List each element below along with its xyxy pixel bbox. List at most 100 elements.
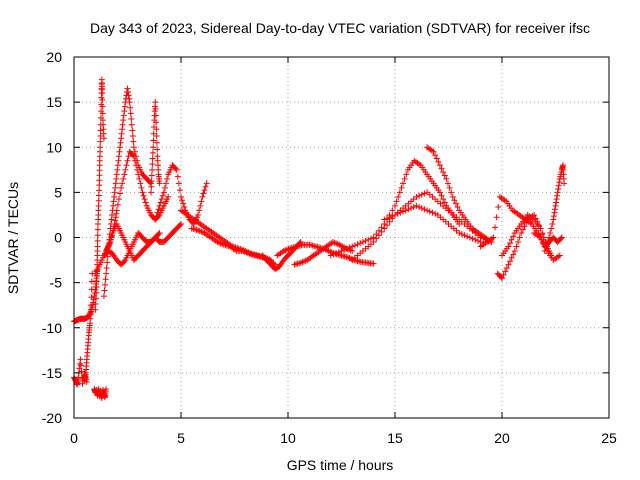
y-axis-label: SDTVAR / TECUs xyxy=(5,182,21,294)
data-point xyxy=(111,193,118,200)
data-point xyxy=(100,135,107,142)
data-point xyxy=(438,192,445,199)
data-point xyxy=(466,234,473,241)
data-point xyxy=(178,193,184,200)
data-point xyxy=(92,306,99,313)
data-point xyxy=(554,192,561,199)
data-point xyxy=(429,209,436,216)
data-point xyxy=(203,180,210,187)
data-point xyxy=(553,196,560,203)
x-axis-label: GPS time / hours xyxy=(287,457,394,473)
series-rise-13-17 xyxy=(349,189,495,264)
data-point xyxy=(201,187,208,194)
data-points xyxy=(71,76,568,402)
series-vertical-spike xyxy=(92,76,107,313)
series-spike-rise xyxy=(81,270,96,384)
data-point xyxy=(474,237,481,244)
y-tick-label: 20 xyxy=(46,49,62,65)
data-point xyxy=(176,187,183,194)
data-point xyxy=(149,161,156,168)
data-point xyxy=(403,171,410,178)
data-point xyxy=(108,211,115,218)
data-point xyxy=(79,380,86,387)
data-point xyxy=(335,249,342,256)
data-point xyxy=(373,235,380,242)
data-point xyxy=(432,152,439,159)
data-point xyxy=(357,240,364,247)
data-point xyxy=(112,214,119,221)
data-point xyxy=(121,258,128,265)
data-point xyxy=(99,90,106,97)
data-point xyxy=(418,205,425,212)
data-point xyxy=(505,243,512,250)
data-point xyxy=(123,162,130,169)
data-point xyxy=(513,243,520,250)
data-point xyxy=(93,278,100,285)
data-point xyxy=(138,184,145,191)
data-point xyxy=(103,264,110,271)
y-tick-label: 0 xyxy=(54,230,62,246)
data-point xyxy=(180,200,187,207)
data-point xyxy=(365,236,372,243)
data-point xyxy=(440,169,447,176)
data-point xyxy=(441,199,448,206)
data-point xyxy=(94,237,101,244)
data-point xyxy=(161,184,168,191)
data-point xyxy=(127,104,134,111)
data-point xyxy=(499,275,505,282)
data-point xyxy=(448,189,455,196)
data-point xyxy=(346,244,353,251)
data-point xyxy=(152,99,159,106)
data-point xyxy=(92,295,99,302)
data-point xyxy=(163,180,170,187)
data-point xyxy=(440,196,447,203)
data-point xyxy=(424,207,431,214)
data-point xyxy=(354,241,361,248)
x-tick-labels: 0 5 10 15 20 25 xyxy=(70,430,617,446)
data-point xyxy=(396,189,403,196)
data-point xyxy=(343,245,350,252)
data-point xyxy=(95,192,102,199)
data-point xyxy=(416,204,423,211)
data-point xyxy=(464,233,471,240)
data-point xyxy=(121,103,128,110)
data-point xyxy=(93,289,100,296)
data-point xyxy=(113,175,120,182)
data-point xyxy=(149,155,156,162)
data-point xyxy=(452,200,459,207)
data-point xyxy=(124,157,131,164)
data-point xyxy=(116,148,123,155)
data-point xyxy=(113,210,120,217)
data-point xyxy=(160,189,167,196)
data-point xyxy=(397,209,404,216)
data-point xyxy=(349,243,356,250)
data-point xyxy=(510,233,517,240)
data-point xyxy=(507,258,514,265)
data-point xyxy=(472,236,479,243)
data-point xyxy=(516,234,523,241)
data-point xyxy=(551,209,558,216)
data-point xyxy=(444,180,451,187)
data-point xyxy=(178,220,184,227)
data-point xyxy=(341,246,348,253)
data-point xyxy=(154,209,161,216)
data-point xyxy=(413,193,420,200)
data-point xyxy=(103,270,110,277)
data-point xyxy=(117,190,124,197)
data-point xyxy=(101,287,108,294)
data-point xyxy=(108,216,115,223)
data-point xyxy=(153,126,160,133)
data-point xyxy=(131,148,138,155)
data-point xyxy=(400,180,407,187)
axis-ticks xyxy=(73,56,610,419)
data-point xyxy=(551,206,558,213)
data-point xyxy=(155,206,162,213)
y-tick-label: -5 xyxy=(50,275,63,291)
data-point xyxy=(106,240,113,247)
series-cluster-1h xyxy=(91,386,110,402)
data-point xyxy=(400,208,407,215)
data-point xyxy=(432,210,439,217)
data-point xyxy=(130,144,137,151)
data-point xyxy=(200,190,207,197)
data-point xyxy=(108,233,115,240)
